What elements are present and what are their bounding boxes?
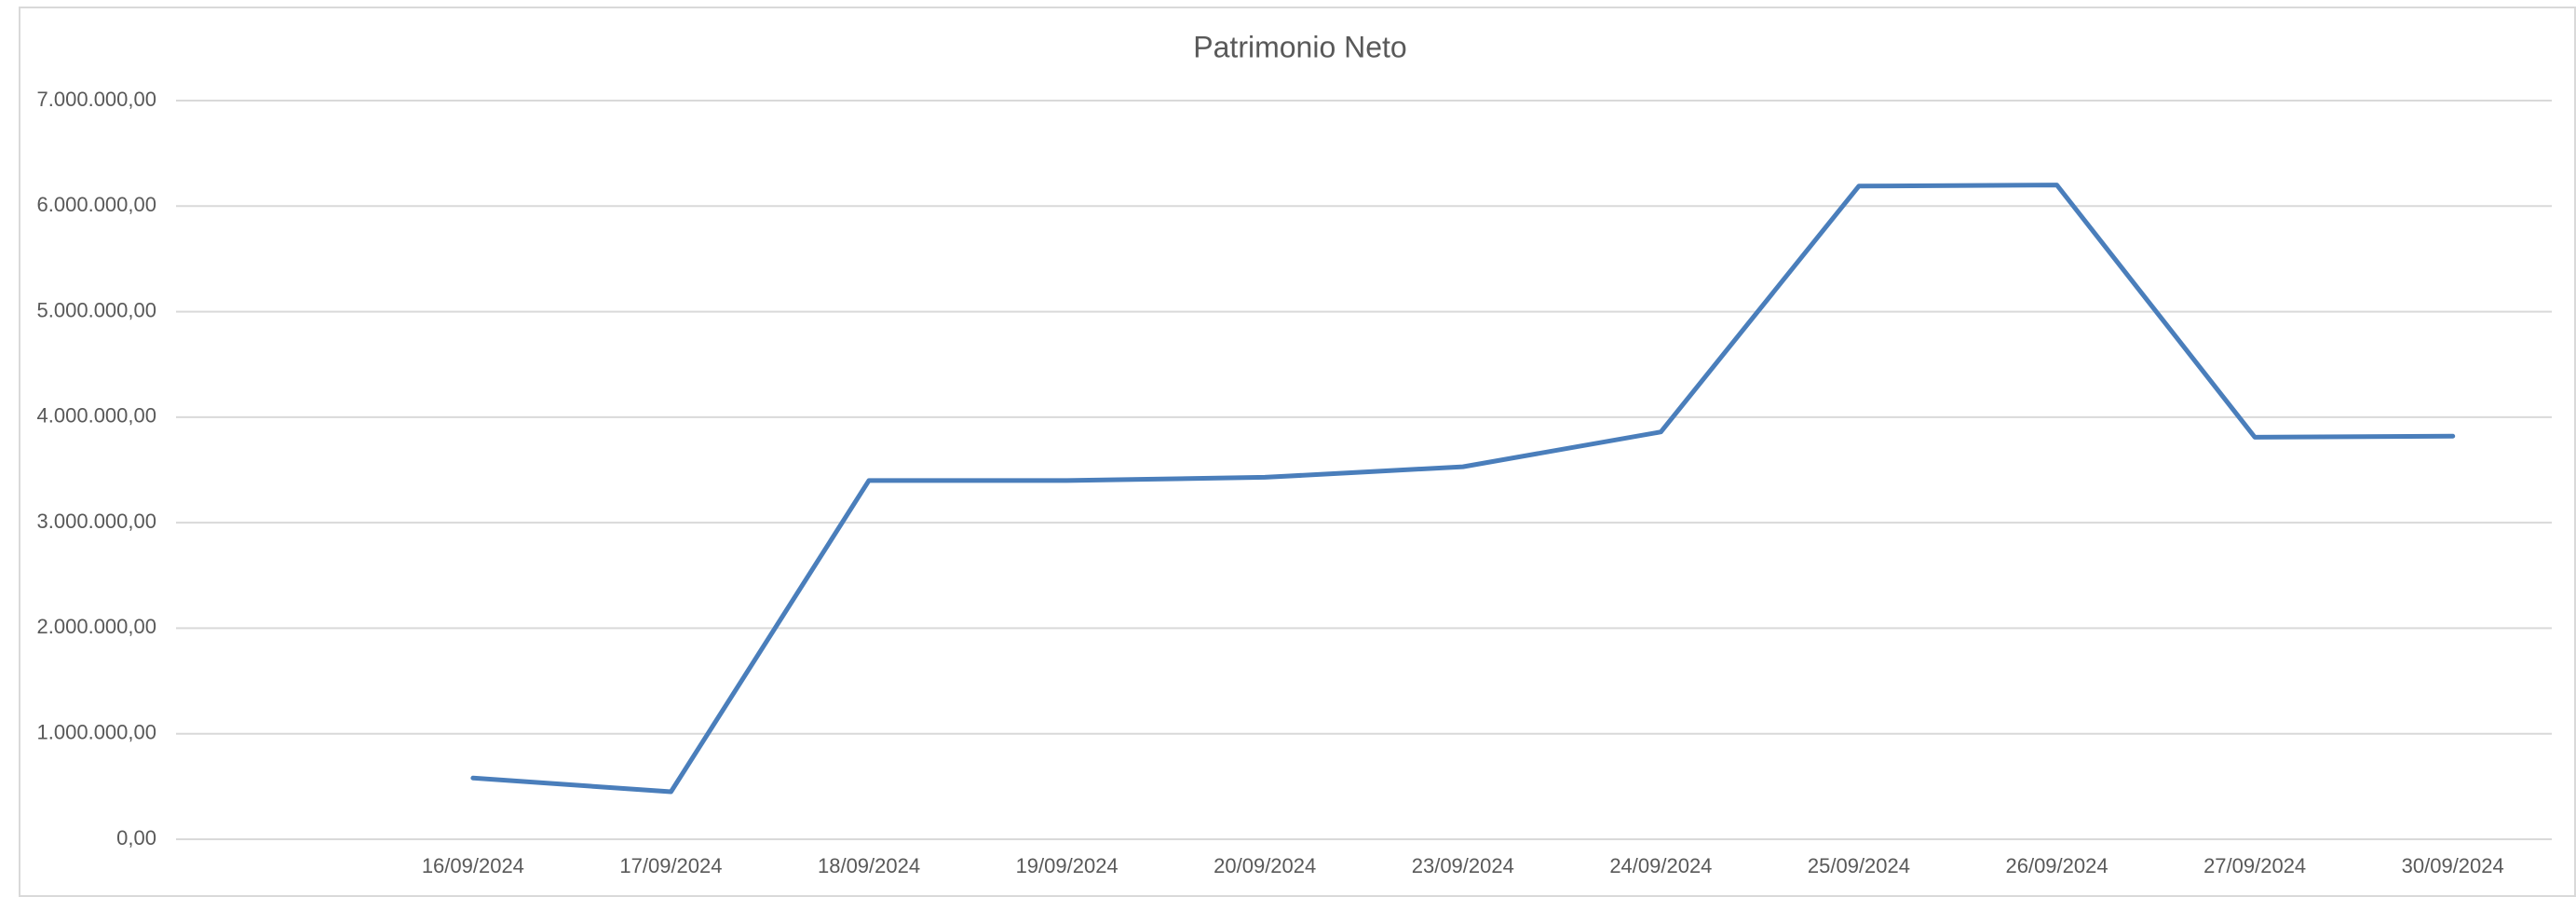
y-tick-label: 6.000.000,00 bbox=[37, 193, 156, 216]
x-tick-label: 17/09/2024 bbox=[619, 854, 722, 877]
x-tick-label: 30/09/2024 bbox=[2402, 854, 2504, 877]
x-tick-label: 16/09/2024 bbox=[422, 854, 524, 877]
data-line bbox=[470, 183, 2456, 795]
y-tick-label: 1.000.000,00 bbox=[37, 721, 156, 744]
y-tick-label: 0,00 bbox=[116, 826, 156, 849]
x-tick-label: 26/09/2024 bbox=[2005, 854, 2108, 877]
y-tick-label: 4.000.000,00 bbox=[37, 404, 156, 428]
x-tick-label: 24/09/2024 bbox=[1609, 854, 1712, 877]
chart-frame bbox=[19, 7, 2576, 897]
x-tick-label: 23/09/2024 bbox=[1412, 854, 1514, 877]
y-tick-label: 3.000.000,00 bbox=[37, 510, 156, 533]
y-tick-label: 7.000.000,00 bbox=[37, 88, 156, 111]
x-tick-label: 19/09/2024 bbox=[1016, 854, 1119, 877]
x-tick-label: 25/09/2024 bbox=[1808, 854, 1910, 877]
x-tick-label: 27/09/2024 bbox=[2203, 854, 2306, 877]
x-tick-label: 20/09/2024 bbox=[1213, 854, 1316, 877]
chart-title: Patrimonio Neto bbox=[1193, 30, 1406, 63]
x-tick-label: 18/09/2024 bbox=[818, 854, 920, 877]
y-tick-label: 2.000.000,00 bbox=[37, 615, 156, 638]
y-tick-label: 5.000.000,00 bbox=[37, 298, 156, 321]
